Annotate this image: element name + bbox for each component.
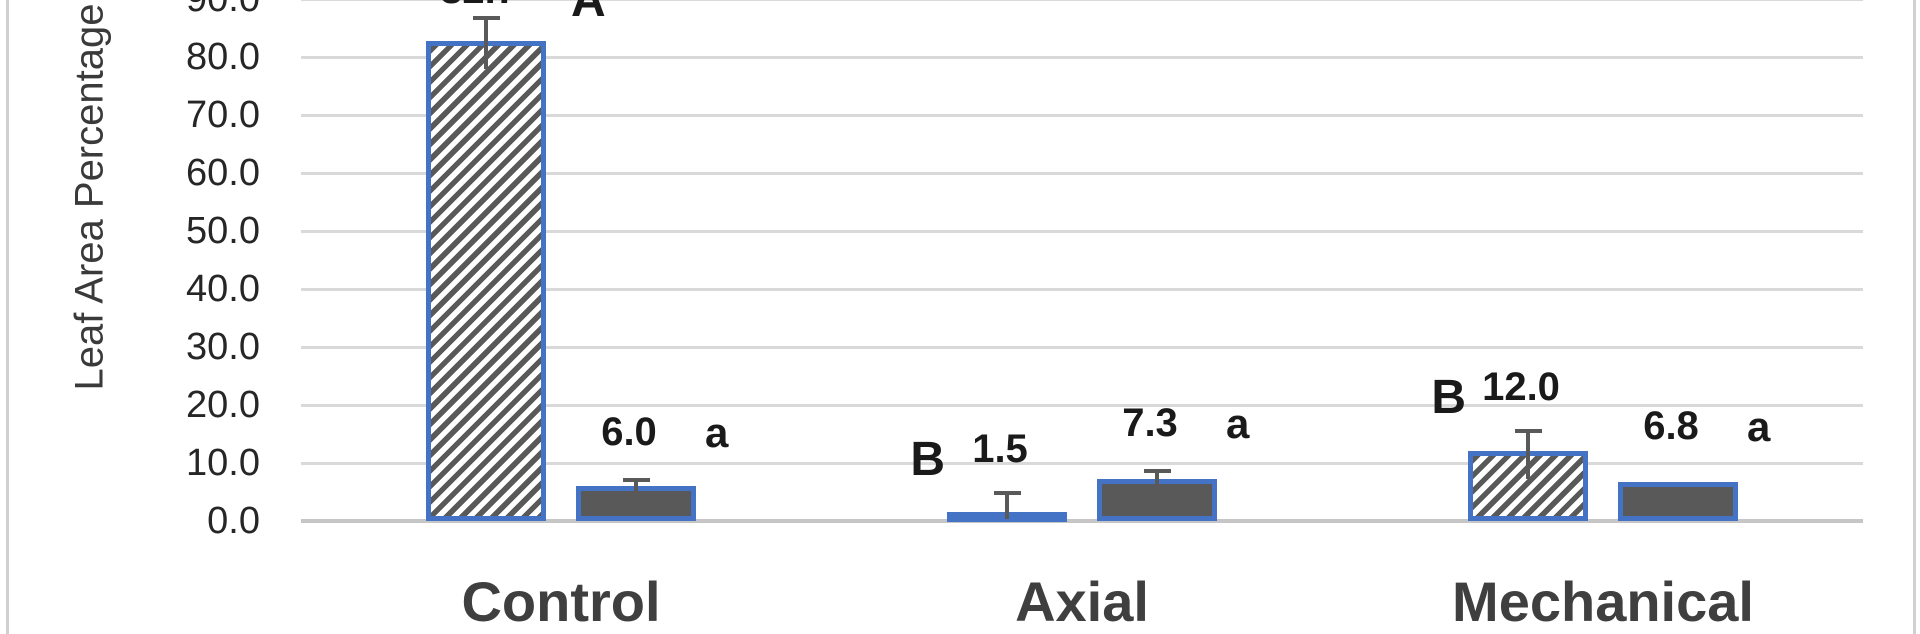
- y-tick-label: 70.0: [186, 94, 260, 136]
- error-bar-cap: [623, 478, 650, 483]
- value-label: 6.8: [1643, 403, 1699, 448]
- y-tick-label: 10.0: [186, 442, 260, 484]
- stat-letter-label: a: [1747, 402, 1771, 450]
- hatched-bar: [1468, 451, 1588, 521]
- y-tick-label: 90.0: [0, 0, 260, 23]
- gridline: [301, 113, 1863, 117]
- hatched-bar: [426, 41, 546, 521]
- gridline: [301, 403, 1863, 407]
- y-tick-label: 20.0: [186, 384, 260, 426]
- gridline: [301, 55, 1863, 59]
- error-bar-line: [484, 16, 488, 70]
- stat-letter-label: a: [705, 409, 729, 457]
- value-label: 6.0: [601, 410, 657, 455]
- error-bar-line: [1155, 468, 1159, 507]
- gridline: [301, 461, 1863, 465]
- x-axis-label: Axial: [1015, 570, 1149, 633]
- value-label: 1.5: [972, 426, 1028, 471]
- gridline: [301, 287, 1863, 291]
- gridline: [301, 229, 1863, 233]
- y-tick-label: 0.0: [207, 500, 260, 542]
- error-bar-cap: [473, 16, 500, 21]
- x-axis-baseline: [301, 519, 1863, 523]
- value-label: 7.3: [1122, 400, 1178, 445]
- stat-letter-label: A: [571, 0, 606, 27]
- gridline: [301, 345, 1863, 349]
- gridline: [301, 171, 1863, 175]
- y-tick-label: 40.0: [186, 268, 260, 310]
- y-tick-label: 50.0: [186, 210, 260, 252]
- y-tick-label: 80.0: [186, 36, 260, 78]
- figure-left-border: [6, 0, 9, 634]
- error-bar-line: [634, 478, 638, 515]
- error-bar-cap: [994, 490, 1021, 495]
- y-tick-label: 60.0: [186, 152, 260, 194]
- value-label: 82.7: [440, 0, 518, 10]
- error-bar-cap: [1515, 428, 1542, 433]
- stat-letter-label: B: [910, 432, 945, 486]
- gridline: [301, 0, 1863, 1]
- x-axis-label: Mechanical: [1452, 570, 1754, 633]
- error-bar-line: [1526, 428, 1530, 480]
- stat-letter-label: B: [1431, 370, 1466, 424]
- figure-right-border: [1913, 0, 1916, 634]
- x-axis-label: Control: [461, 570, 661, 633]
- error-bar-cap: [1144, 468, 1171, 473]
- error-bar-line: [1005, 490, 1009, 519]
- stat-letter-label: a: [1226, 399, 1250, 447]
- y-tick-label: 30.0: [186, 326, 260, 368]
- solid-bar: [1618, 481, 1738, 521]
- value-label: 12.0: [1482, 364, 1560, 409]
